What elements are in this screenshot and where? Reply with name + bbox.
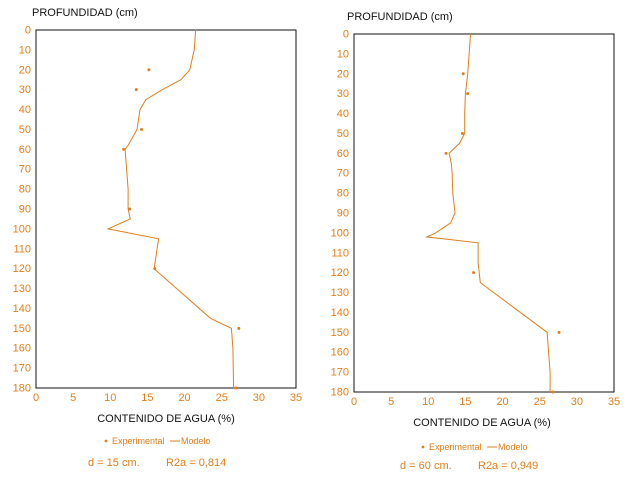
y-tick-label: 10 [19, 44, 31, 56]
x-tick-label: 35 [608, 396, 620, 408]
y-tick-label: 20 [337, 68, 349, 80]
y-tick-labels: 0 10 20 30 40 50 60 70 80 90 100 110 120 130 140 150 160… [331, 29, 349, 399]
y-tick-label: 140 [13, 303, 31, 315]
legend: Experimental Modelo [104, 436, 211, 446]
x-tick-label: 15 [141, 392, 153, 404]
x-tick-label: 35 [290, 392, 302, 404]
y-axis-title: PROFUNDIDAD (cm) [32, 7, 138, 19]
y-tick-label: 140 [331, 307, 349, 319]
data-point-experimental [234, 386, 238, 390]
legend-experimental-label: Experimental [429, 442, 482, 452]
y-tick-label: 170 [13, 363, 31, 375]
y-tick-label: 70 [19, 164, 31, 176]
y-tick-label: 40 [337, 108, 349, 120]
legend-experimental-marker [421, 445, 425, 449]
chart-right: PROFUNDIDAD (cm) 01020304050607080901001… [331, 11, 620, 472]
y-tick-label: 30 [337, 88, 349, 100]
y-tick-label: 80 [19, 184, 31, 196]
legend: Experimental Modelo [421, 442, 528, 452]
y-tick-label: 60 [19, 144, 31, 156]
y-tick-label: 10 [337, 48, 349, 60]
x-tick-label: 15 [459, 396, 471, 408]
y-tick-label: 100 [331, 227, 349, 239]
data-point-experimental [472, 271, 476, 275]
x-tick-label: 5 [388, 396, 394, 408]
x-tick-label: 0 [351, 396, 357, 408]
y-tick-label: 150 [13, 323, 31, 335]
y-tick-label: 160 [331, 347, 349, 359]
y-tick-label: 130 [13, 283, 31, 295]
data-point-experimental [466, 92, 470, 96]
x-tick-label: 10 [104, 392, 116, 404]
data-point-experimental [147, 68, 151, 72]
y-tick-label: 130 [331, 287, 349, 299]
y-tick-label: 160 [13, 343, 31, 355]
annotation-r2: R2a = 0,949 [478, 460, 538, 472]
y-tick-label: 170 [331, 367, 349, 379]
annotation-r2: R2a = 0,814 [166, 457, 226, 469]
y-tick-label: 80 [337, 188, 349, 200]
y-tick-label: 120 [331, 267, 349, 279]
legend-model-label: Modelo [498, 442, 528, 452]
y-tick-label: 30 [19, 84, 31, 96]
y-tick-label: 0 [25, 25, 31, 37]
x-tick-label: 20 [178, 392, 190, 404]
data-point-experimental [551, 390, 555, 394]
legend-experimental-marker [104, 439, 108, 443]
y-tick-label: 150 [331, 327, 349, 339]
data-marks [424, 33, 561, 394]
data-point-experimental [460, 131, 464, 135]
series-line-modelo [106, 29, 235, 389]
plot-frame [35, 29, 297, 389]
y-tick-label: 110 [13, 243, 31, 255]
y-tick-label: 60 [337, 148, 349, 160]
data-point-experimental [444, 151, 448, 155]
x-tick-label: 20 [496, 396, 508, 408]
x-tick-label: 0 [33, 392, 39, 404]
series-line-modelo [424, 33, 551, 392]
x-tick-label: 30 [253, 392, 265, 404]
x-tick-label: 25 [216, 392, 228, 404]
data-point-experimental [128, 207, 132, 211]
annotation-depth: d = 15 cm. [88, 457, 140, 469]
legend-model-label: Modelo [181, 436, 211, 446]
x-axis-title: CONTENIDO DE AGUA (%) [413, 417, 551, 429]
chart-left: PROFUNDIDAD (cm) 01020304050607080901001… [13, 7, 302, 469]
data-point-experimental [134, 88, 138, 92]
data-point-experimental [139, 127, 143, 131]
y-tick-label: 100 [13, 223, 31, 235]
x-tick-labels: 0 5 10 15 20 25 30 35 [33, 392, 302, 404]
y-axis-title: PROFUNDIDAD (cm) [347, 11, 453, 23]
y-tick-label: 50 [19, 124, 31, 136]
y-tick-label: 70 [337, 168, 349, 180]
y-tick-label: 180 [331, 387, 349, 399]
y-tick-label: 90 [19, 204, 31, 216]
y-tick-label: 90 [337, 208, 349, 220]
y-tick-label: 110 [331, 247, 349, 259]
x-tick-label: 10 [422, 396, 434, 408]
data-point-experimental [557, 330, 561, 334]
annotation-depth: d = 60 cm. [400, 460, 452, 472]
y-tick-label: 50 [337, 128, 349, 140]
x-tick-label: 30 [571, 396, 583, 408]
y-tick-label: 180 [13, 383, 31, 395]
y-tick-labels: 0 10 20 30 40 50 60 70 80 90 100 110 120 130 140 150 160… [13, 25, 31, 395]
x-tick-label: 25 [534, 396, 546, 408]
data-point-experimental [122, 147, 126, 151]
y-tick-label: 40 [19, 104, 31, 116]
data-point-experimental [461, 72, 465, 76]
y-tick-label: 20 [19, 64, 31, 76]
legend-experimental-label: Experimental [112, 436, 165, 446]
y-tick-label: 0 [343, 29, 349, 41]
data-point-experimental [237, 326, 241, 330]
x-axis-title: CONTENIDO DE AGUA (%) [97, 413, 235, 425]
data-marks [106, 29, 241, 390]
x-tick-label: 5 [70, 392, 76, 404]
plot-frame [353, 33, 615, 393]
y-tick-label: 120 [13, 263, 31, 275]
x-tick-labels: 0 5 10 15 20 25 30 35 [351, 396, 620, 408]
